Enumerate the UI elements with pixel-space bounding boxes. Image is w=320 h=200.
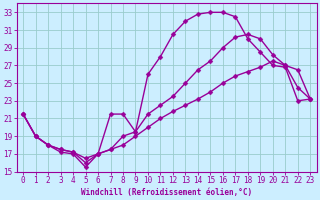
X-axis label: Windchill (Refroidissement éolien,°C): Windchill (Refroidissement éolien,°C) bbox=[81, 188, 252, 197]
